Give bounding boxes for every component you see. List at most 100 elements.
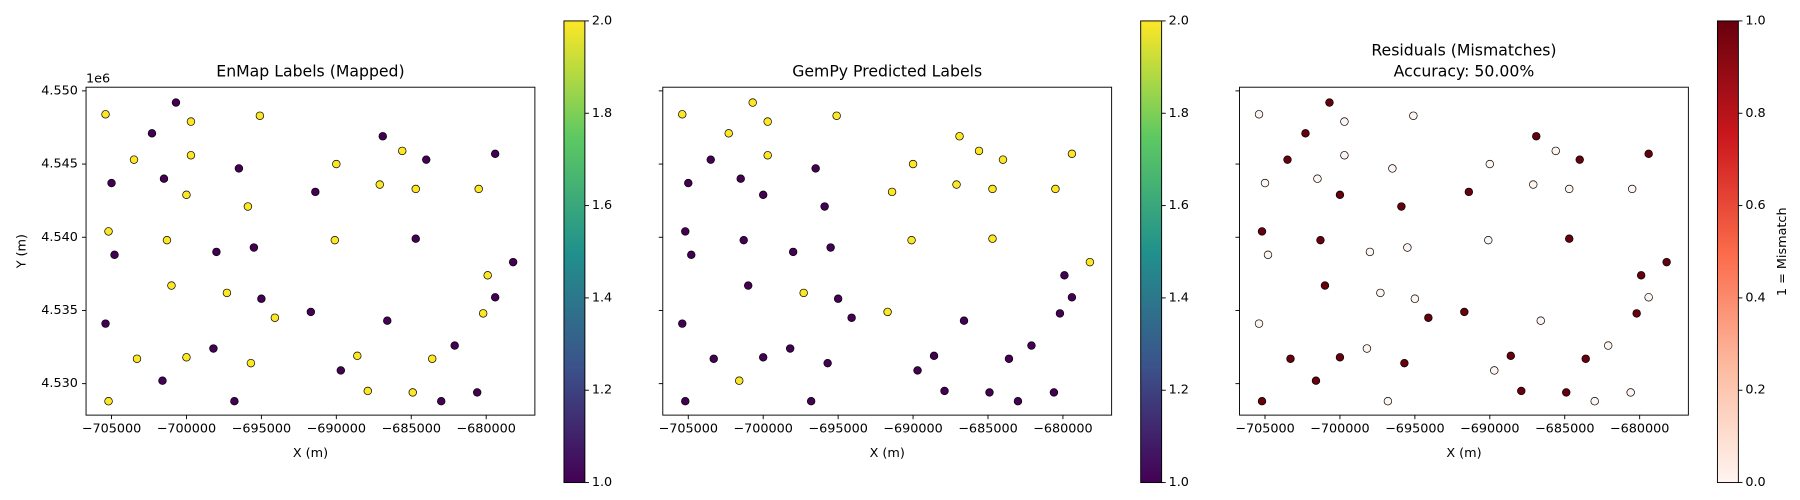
point <box>709 354 718 363</box>
point <box>1562 388 1571 397</box>
point <box>147 129 157 138</box>
point <box>739 235 748 245</box>
point <box>681 397 690 406</box>
x-tick-label: −685000 <box>381 422 441 437</box>
point <box>107 178 116 188</box>
point <box>1397 202 1406 211</box>
point <box>1400 358 1409 368</box>
point <box>411 234 420 243</box>
point <box>1517 386 1526 396</box>
point <box>1590 397 1599 406</box>
point <box>763 151 772 160</box>
y-axis-label: Y (m) <box>15 234 30 269</box>
point <box>1027 341 1036 350</box>
x-tick-label: −680000 <box>1033 422 1093 437</box>
point <box>159 174 169 183</box>
x-tick-label: −700000 <box>733 422 793 437</box>
point <box>1085 257 1095 267</box>
colorbar <box>1140 20 1163 484</box>
point <box>832 111 841 120</box>
point <box>1662 257 1671 267</box>
point <box>959 316 969 325</box>
point <box>1340 151 1349 160</box>
point <box>929 351 939 361</box>
point <box>483 271 492 280</box>
point <box>1484 235 1493 245</box>
x-tick-label: −700000 <box>157 422 217 437</box>
point <box>1575 155 1584 164</box>
colorbar-tick-label: 1.6 <box>1169 198 1189 213</box>
colorbar-tick-label: 1.0 <box>1745 13 1765 28</box>
chart-title: Residuals (Mismatches) <box>1371 41 1556 60</box>
point <box>1636 271 1646 280</box>
point <box>243 202 253 211</box>
point <box>908 159 918 169</box>
point <box>1325 98 1334 107</box>
chart-title: EnMap Labels (Mapped) <box>216 62 404 81</box>
point <box>681 227 690 236</box>
point <box>437 397 446 406</box>
x-tick-label: −695000 <box>1385 422 1445 437</box>
point <box>1067 149 1077 159</box>
point <box>1316 235 1325 245</box>
point <box>826 243 835 252</box>
point <box>687 250 696 260</box>
point <box>132 354 142 363</box>
x-tick-label: −685000 <box>958 422 1018 437</box>
point <box>974 146 984 156</box>
colorbar <box>1716 20 1739 484</box>
point <box>1410 294 1420 303</box>
point <box>1529 180 1538 189</box>
point <box>1362 344 1372 353</box>
point <box>1049 388 1059 397</box>
point <box>473 388 482 397</box>
colorbar-tick-label: 0.6 <box>1745 198 1765 213</box>
point <box>1286 354 1295 363</box>
point <box>1383 397 1393 406</box>
point <box>234 164 244 173</box>
x-tick-label: −690000 <box>307 422 367 437</box>
axes-frame <box>85 86 536 416</box>
point <box>907 235 916 245</box>
point <box>212 247 221 257</box>
point <box>182 353 191 362</box>
point <box>1365 247 1375 257</box>
point <box>311 187 320 197</box>
point <box>724 129 733 138</box>
point <box>398 146 407 156</box>
point <box>1260 178 1270 188</box>
point <box>735 376 744 385</box>
point <box>1644 293 1653 302</box>
point <box>1013 397 1023 406</box>
axes-frame <box>662 86 1113 416</box>
point <box>186 117 196 126</box>
point <box>706 155 715 164</box>
x-tick-label: −705000 <box>659 422 719 437</box>
point <box>998 155 1008 164</box>
chart-title: GemPy Predicted Labels <box>792 62 982 81</box>
point <box>1335 190 1345 199</box>
y-tick-label: 4.540 <box>41 230 78 245</box>
point <box>383 316 392 325</box>
point <box>1506 351 1515 361</box>
point <box>940 386 949 396</box>
point <box>1388 164 1397 173</box>
point <box>1060 271 1069 280</box>
point <box>887 187 897 197</box>
colorbar-tick-label: 1.8 <box>1169 106 1189 121</box>
colorbar-tick-label: 1.8 <box>592 106 612 121</box>
point <box>788 247 798 257</box>
point <box>985 388 994 397</box>
point <box>988 234 997 243</box>
colorbar-tick-label: 1.6 <box>592 198 612 213</box>
point <box>833 294 843 303</box>
point <box>1485 159 1494 169</box>
colorbar-tick-label: 0.8 <box>1745 106 1765 121</box>
point <box>1254 110 1264 119</box>
x-tick-label: −705000 <box>1235 422 1295 437</box>
point <box>478 309 488 318</box>
x-tick-label: −690000 <box>883 422 943 437</box>
colorbar-tick-label: 1.0 <box>592 475 612 490</box>
colorbar-label: 1 = Mismatch <box>1775 207 1790 296</box>
point <box>129 155 139 164</box>
